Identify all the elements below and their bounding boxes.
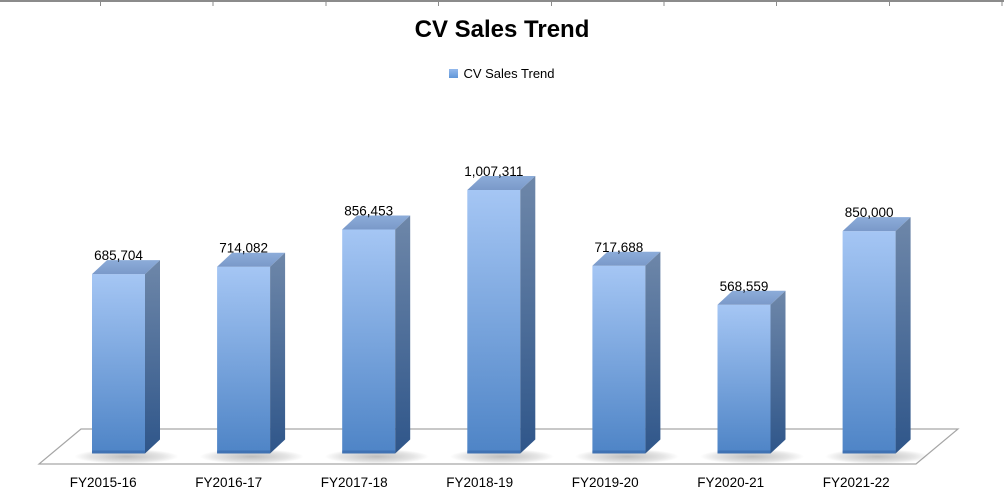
- data-label: 714,082: [219, 241, 268, 256]
- bar-FY2015-16[interactable]: [92, 260, 160, 454]
- x-axis-label: FY2018-19: [446, 475, 513, 490]
- bar-FY2016-17[interactable]: [217, 252, 286, 454]
- bar-FY2021-22[interactable]: [842, 217, 911, 454]
- x-axis-label: FY2021-22: [823, 475, 890, 490]
- data-label: 568,559: [720, 279, 769, 294]
- chart-title: CV Sales Trend: [414, 16, 590, 43]
- data-label: 685,704: [94, 248, 143, 263]
- data-label: 856,453: [344, 203, 393, 218]
- bar-FY2017-18[interactable]: [342, 215, 411, 454]
- legend-label: CV Sales Trend: [463, 66, 555, 81]
- spreadsheet-gridline: [0, 0, 1004, 8]
- legend[interactable]: CV Sales Trend: [0, 66, 1004, 81]
- x-axis-label: FY2019-20: [572, 475, 639, 490]
- data-label: 1,007,311: [464, 164, 523, 179]
- bar-FY2018-19[interactable]: [467, 175, 536, 454]
- x-axis-label: FY2016-17: [195, 475, 262, 490]
- data-label: 850,000: [845, 205, 894, 220]
- legend-marker-icon: [449, 69, 459, 78]
- bar-FY2020-21[interactable]: [717, 290, 786, 454]
- bar-FY2019-20[interactable]: [592, 251, 661, 454]
- x-axis-label: FY2017-18: [321, 475, 388, 490]
- data-label: 717,688: [594, 240, 643, 255]
- x-axis-label: FY2020-21: [697, 475, 764, 490]
- x-axis-label: FY2015-16: [70, 475, 137, 490]
